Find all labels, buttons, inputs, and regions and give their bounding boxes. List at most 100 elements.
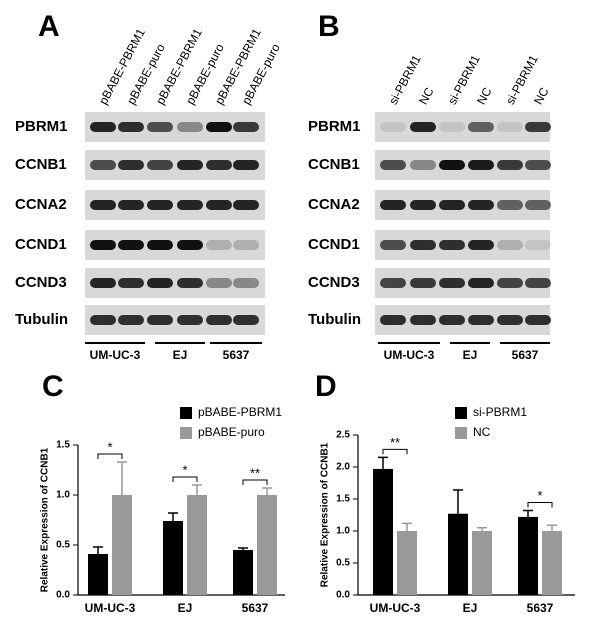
bar xyxy=(448,513,468,595)
band xyxy=(439,200,465,210)
band xyxy=(177,122,203,132)
band xyxy=(147,160,173,170)
error-bar xyxy=(168,512,178,521)
error-bar xyxy=(477,527,487,531)
y-axis-label: Relative Expression of CCNB1 xyxy=(320,442,331,587)
band xyxy=(233,315,259,325)
error-bar xyxy=(238,547,248,550)
y-tick-label: 0.5 xyxy=(56,540,70,551)
y-tick-label: 1.0 xyxy=(56,490,70,501)
band xyxy=(118,278,144,288)
row-label: CCNB1 xyxy=(15,156,67,173)
panel-letter: A xyxy=(38,10,60,43)
band xyxy=(497,122,523,132)
group-label: 5637 xyxy=(512,348,539,362)
band xyxy=(118,122,144,132)
error-bar xyxy=(547,524,557,531)
band xyxy=(439,315,465,325)
band xyxy=(525,122,551,132)
band xyxy=(233,122,259,132)
band xyxy=(177,315,203,325)
error-bar xyxy=(402,522,412,531)
band xyxy=(439,240,465,250)
band xyxy=(147,278,173,288)
band xyxy=(380,240,406,250)
row-label: CCND1 xyxy=(15,236,67,253)
row-label: Tubulin xyxy=(15,311,68,328)
band xyxy=(439,278,465,288)
band xyxy=(206,315,232,325)
band xyxy=(177,240,203,250)
x-tick-label: 5637 xyxy=(242,601,269,615)
bar xyxy=(373,468,393,595)
band xyxy=(90,200,116,210)
band xyxy=(147,240,173,250)
band xyxy=(118,160,144,170)
x-tick-label: 5637 xyxy=(527,601,554,615)
band xyxy=(90,160,116,170)
band xyxy=(380,122,406,132)
band xyxy=(233,200,259,210)
bar xyxy=(257,495,277,595)
x-tick-label: UM-UC-3 xyxy=(85,601,136,615)
band xyxy=(410,240,436,250)
panel-letter: B xyxy=(318,10,340,43)
band xyxy=(497,278,523,288)
y-tick-label: 2.0 xyxy=(336,462,350,473)
band xyxy=(90,278,116,288)
group-label: EJ xyxy=(173,348,188,362)
band xyxy=(206,160,232,170)
group-label: UM-UC-3 xyxy=(90,348,141,362)
bar xyxy=(187,495,207,595)
bar xyxy=(518,516,538,595)
band xyxy=(439,160,465,170)
row-label: CCND3 xyxy=(308,274,360,291)
band xyxy=(90,240,116,250)
band xyxy=(118,240,144,250)
band xyxy=(497,200,523,210)
legend-swatch xyxy=(180,407,192,419)
significance-label: * xyxy=(182,462,187,477)
significance-bracket xyxy=(97,453,123,459)
band xyxy=(177,200,203,210)
band xyxy=(206,240,232,250)
legend-label: si-PBRM1 xyxy=(473,405,527,419)
band xyxy=(468,278,494,288)
band xyxy=(410,315,436,325)
bar xyxy=(163,521,183,595)
x-tick-label: EJ xyxy=(178,601,193,615)
significance-label: ** xyxy=(250,465,260,480)
band xyxy=(206,122,232,132)
row-label: PBRM1 xyxy=(308,118,361,135)
error-bar xyxy=(453,489,463,514)
legend-swatch xyxy=(180,427,192,439)
band xyxy=(525,278,551,288)
legend-label: pBABE-PBRM1 xyxy=(198,405,282,419)
bar xyxy=(112,495,132,595)
lane-label: NC xyxy=(416,85,437,107)
row-label: CCNA2 xyxy=(308,196,360,213)
band xyxy=(147,122,173,132)
band xyxy=(525,160,551,170)
row-label: CCNA2 xyxy=(15,196,67,213)
legend-swatch xyxy=(455,427,467,439)
group-label: EJ xyxy=(463,348,478,362)
significance-label: * xyxy=(537,488,542,503)
band xyxy=(147,315,173,325)
panel-letter: C xyxy=(42,370,64,403)
y-tick-label: 1.0 xyxy=(336,526,350,537)
legend-label: NC xyxy=(473,425,491,439)
band xyxy=(380,278,406,288)
band xyxy=(410,160,436,170)
significance-bracket xyxy=(382,448,408,455)
row-label: Tubulin xyxy=(308,311,361,328)
group-label: UM-UC-3 xyxy=(384,348,435,362)
blot-strip xyxy=(375,112,550,142)
group-label: 5637 xyxy=(223,348,250,362)
band xyxy=(206,278,232,288)
band xyxy=(525,240,551,250)
bar xyxy=(88,554,108,595)
band xyxy=(468,122,494,132)
x-tick-label: EJ xyxy=(463,601,478,615)
band xyxy=(177,160,203,170)
